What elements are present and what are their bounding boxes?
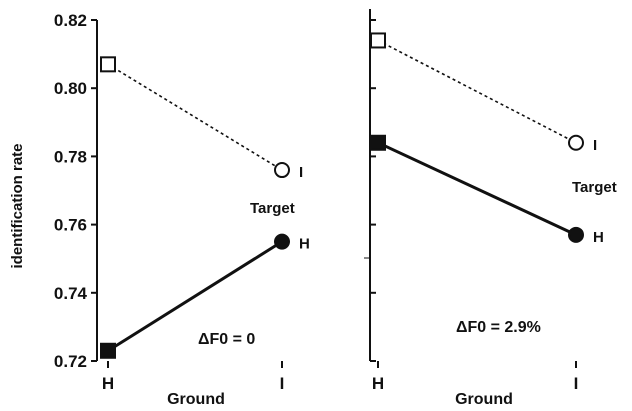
y-tick-label: 0.76	[54, 216, 87, 235]
series-line-H-right	[377, 141, 577, 237]
y-tick-label: 0.82	[54, 11, 87, 30]
marker-square-H-right	[370, 134, 386, 151]
marker-square-H-left	[100, 342, 116, 359]
condition-label-left: ΔF0 = 0	[198, 331, 255, 348]
y-tick-label: 0.72	[54, 352, 87, 371]
target-label-right: Target	[572, 179, 617, 196]
condition-label-right: ΔF0 = 2.9%	[456, 319, 541, 336]
marker-circle-H-left	[274, 233, 290, 250]
marker-square-I-left	[100, 56, 116, 73]
y-tick-label: 0.78	[54, 147, 87, 166]
x-tick-label-H: H	[372, 374, 384, 393]
panel-right: Ground Target ΔF0 = 2.9% H I I H	[364, 9, 617, 408]
x-axis-label-left: Ground	[167, 391, 225, 408]
series-name-label-I-right: I	[593, 137, 597, 154]
series-name-label-I-left: I	[299, 164, 303, 181]
x-tick-label-I: I	[280, 374, 285, 393]
x-tick-label-I: I	[574, 374, 579, 393]
panel-left: identification rate Ground Target ΔF0 = …	[9, 11, 310, 408]
series-line-I-left	[107, 63, 283, 171]
y-tick-label: 0.74	[54, 284, 88, 303]
x-axis-label-right: Ground	[455, 391, 513, 408]
target-label-left: Target	[250, 200, 295, 217]
x-tick-label-H: H	[102, 374, 114, 393]
series-line-I-right	[377, 39, 577, 144]
marker-circle-I-right	[568, 134, 584, 151]
series-name-label-H-left: H	[299, 236, 310, 253]
y-tick-label: 0.80	[54, 79, 87, 98]
series-name-label-H-right: H	[593, 229, 604, 246]
marker-square-I-right	[370, 32, 386, 49]
marker-circle-H-right	[568, 226, 584, 243]
series-line-H-left	[107, 240, 283, 353]
y-axis-label: identification rate	[9, 143, 26, 268]
marker-circle-I-left	[274, 162, 290, 179]
